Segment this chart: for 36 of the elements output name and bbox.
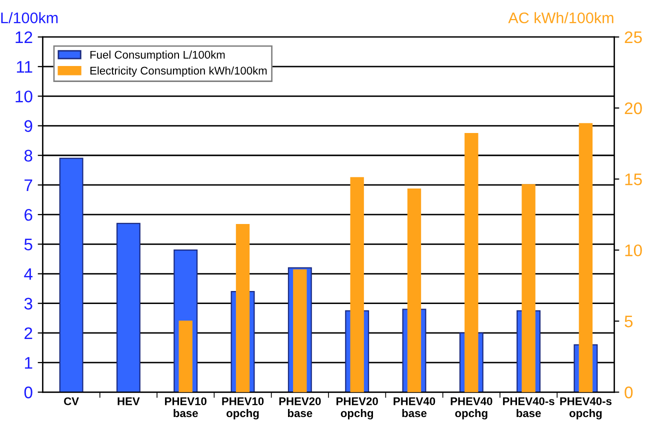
y-tick-label: 12 [16, 31, 32, 44]
y-tick-label: 4 [24, 268, 32, 280]
y-tick-label: 7 [24, 180, 32, 192]
y2-tick-label: 20 [624, 102, 642, 114]
y2-tick-label: 0 [624, 386, 633, 398]
y2-tick-label: 15 [625, 174, 642, 186]
x-tick-label: HEV [118, 397, 140, 406]
x-tick-label: CV [64, 397, 79, 406]
y-tick-label: 0 [24, 386, 32, 398]
y2-tick-label: 5 [624, 316, 633, 328]
y2-axis-title: AC kWh/100km [508, 12, 614, 24]
y-tick-label: 8 [24, 150, 32, 162]
y2-tick-label: 25 [624, 31, 642, 44]
y-tick-label: 5 [24, 238, 32, 250]
y-tick-label: 9 [24, 120, 32, 132]
x-tick-label: PHEV20 base [279, 397, 321, 418]
x-tick-label: PHEV40-s opchg [560, 397, 612, 420]
y-tick-label: 1 [24, 357, 32, 369]
x-tick-label: PHEV20 opchg [336, 397, 378, 420]
legend-label: Fuel Consumption L/100km [90, 50, 225, 61]
x-tick-label: PHEV10 base [165, 397, 206, 418]
legend-label: Electricity Consumption kWh/100km [90, 66, 267, 77]
x-tick-label: PHEV40 opchg [450, 397, 492, 420]
bar [116, 222, 140, 392]
y-tick-label: 11 [16, 61, 32, 73]
y-tick-label: 6 [24, 208, 32, 221]
y2-tick-label: 10 [625, 244, 642, 256]
y-axis-title: L/100km [1, 12, 58, 24]
bar [59, 158, 84, 392]
y-tick-label: 3 [24, 298, 32, 310]
y-tick-label: 2 [24, 327, 32, 339]
y-tick-label: 10 [16, 90, 32, 102]
x-tick-label: PHEV40 base [394, 397, 436, 418]
x-tick-label: PHEV40-s base [503, 397, 554, 418]
bar [178, 320, 192, 392]
x-tick-label: PHEV10 opchg [222, 397, 264, 420]
